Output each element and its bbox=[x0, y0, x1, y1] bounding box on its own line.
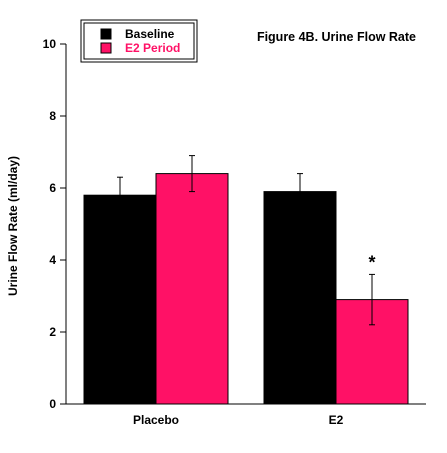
legend-inner-border bbox=[83, 22, 195, 60]
legend-swatch bbox=[100, 42, 112, 54]
x-tick-label: Placebo bbox=[133, 413, 179, 427]
bar bbox=[263, 191, 337, 405]
y-tick-label: 0 bbox=[49, 397, 56, 411]
bar bbox=[83, 194, 157, 405]
y-tick-label: 10 bbox=[43, 37, 57, 51]
x-tick-label: E2 bbox=[329, 413, 344, 427]
significance-marker: * bbox=[368, 252, 375, 272]
y-tick-label: 6 bbox=[49, 181, 56, 195]
bar bbox=[155, 173, 229, 405]
y-tick-label: 4 bbox=[49, 253, 56, 267]
y-tick-label: 8 bbox=[49, 109, 56, 123]
y-tick-label: 2 bbox=[49, 325, 56, 339]
legend-label: E2 Period bbox=[125, 41, 180, 55]
legend-box bbox=[80, 19, 198, 63]
chart-title: Figure 4B. Urine Flow Rate bbox=[257, 30, 416, 44]
y-axis-label: Urine Flow Rate (ml/day) bbox=[6, 156, 20, 296]
legend-label: Baseline bbox=[125, 27, 175, 41]
legend-swatch bbox=[100, 28, 112, 40]
